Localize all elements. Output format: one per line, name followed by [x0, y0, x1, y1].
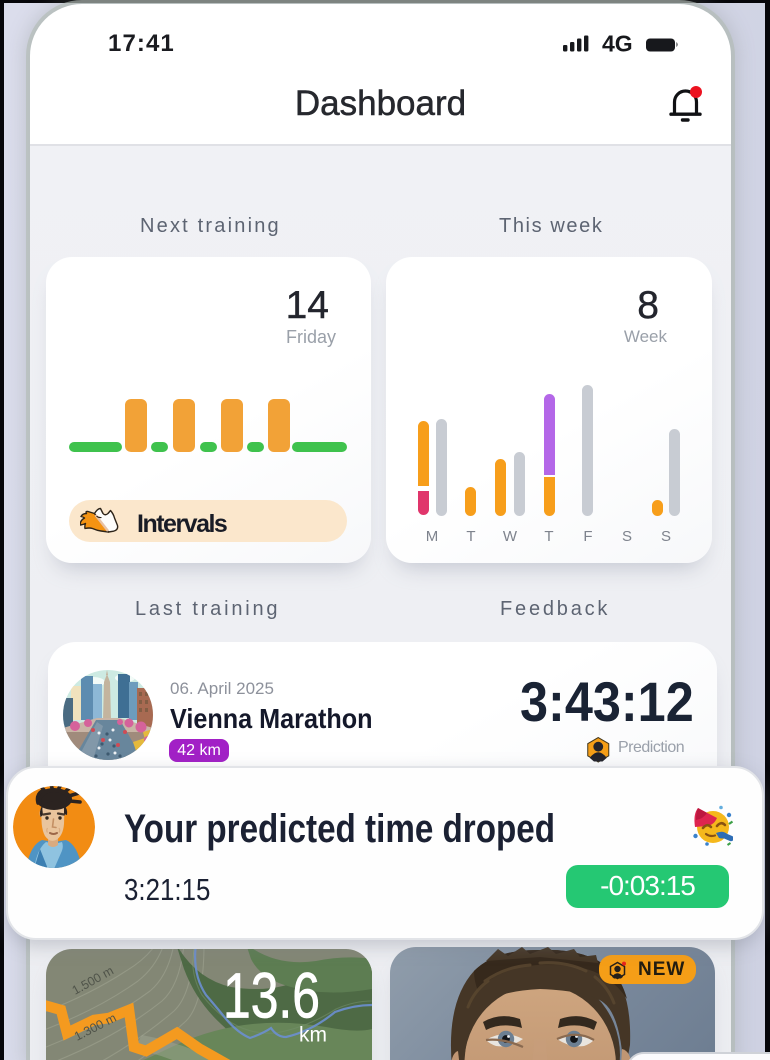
svg-text:4G: 4G	[602, 34, 633, 52]
svg-text:km: km	[299, 1024, 327, 1047]
svg-text:13.6: 13.6	[223, 960, 320, 1032]
